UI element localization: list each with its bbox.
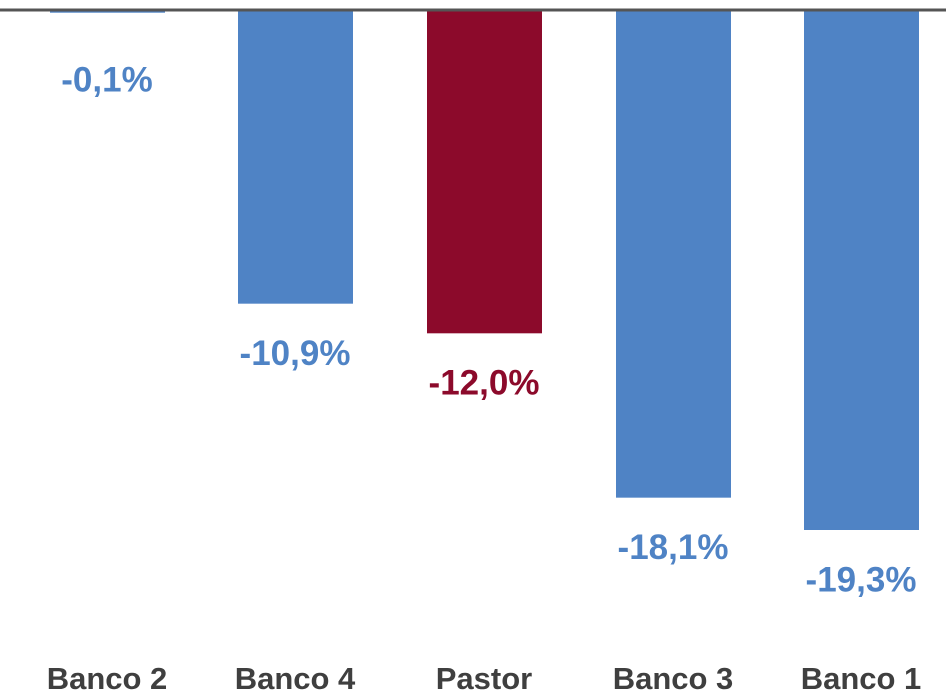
value-label: -10,9%: [240, 334, 351, 373]
bar: [616, 10, 731, 498]
value-label: -18,1%: [618, 528, 729, 567]
value-label: -0,1%: [61, 60, 152, 99]
x-tick-label: Banco 3: [613, 661, 734, 695]
value-label: -12,0%: [429, 364, 540, 403]
x-tick-label: Banco 2: [47, 661, 168, 695]
x-tick-label: Banco 4: [235, 661, 356, 695]
bar: [804, 10, 919, 530]
x-tick-label: Pastor: [436, 661, 532, 695]
bar: [427, 10, 542, 334]
value-label: -19,3%: [806, 560, 917, 599]
bar: [238, 10, 353, 304]
x-tick-label: Banco 1: [801, 661, 922, 695]
